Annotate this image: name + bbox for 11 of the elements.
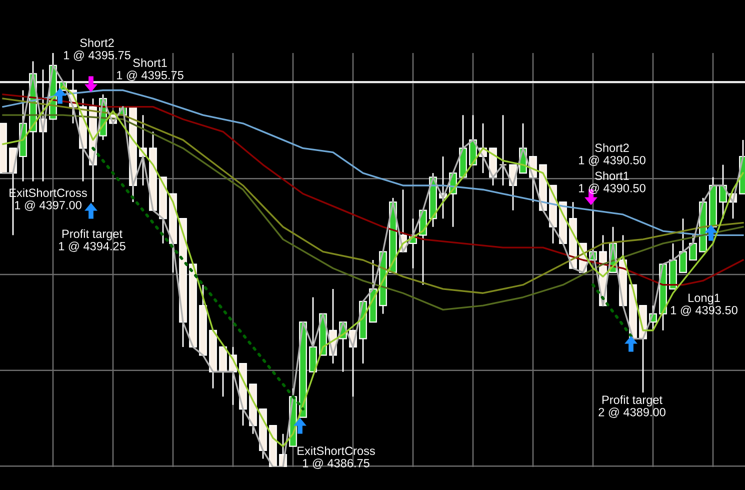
annotation: Profit target 2 @ 4389.00 [598,395,666,418]
candlestick [689,234,697,261]
candlestick [499,114,507,186]
annotation: Short1 1 @ 4395.75 [117,58,184,81]
annotation: Short1 1 @ 4390.50 [579,171,646,194]
annotation: Profit target 1 @ 4394.25 [59,229,126,252]
annotation: ExitShortCross 1 @ 4386.75 [298,446,375,469]
annotation: Long1 1 @ 4393.50 [671,294,738,316]
annotation: Short2 1 @ 4390.50 [579,143,646,166]
candlestick [679,218,687,274]
annotation: Short2 1 @ 4395.75 [64,38,130,61]
